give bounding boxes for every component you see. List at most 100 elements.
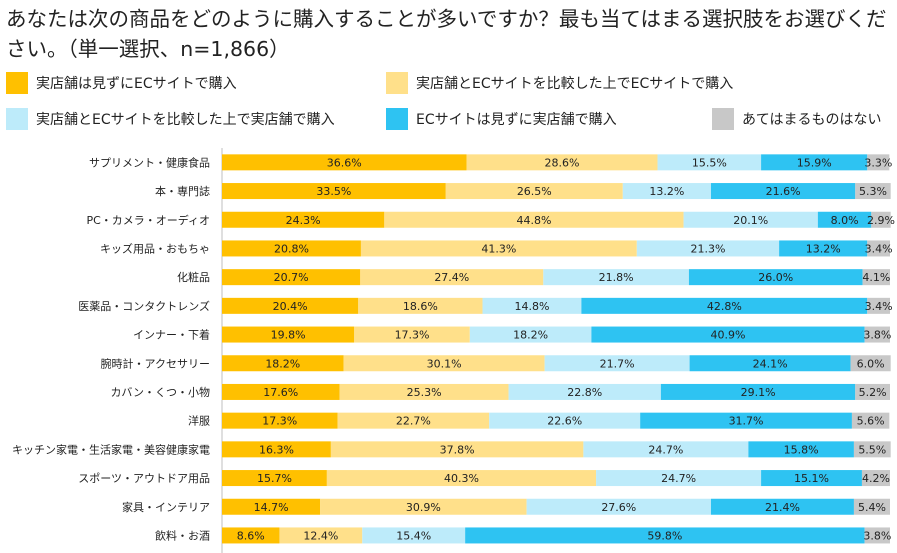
data-label: 19.8%	[271, 329, 306, 342]
bar-segment	[543, 269, 689, 286]
bar-segment	[867, 154, 890, 171]
data-label: 24.1%	[753, 357, 788, 370]
bar-segment	[465, 527, 865, 544]
data-label: 42.8%	[707, 300, 742, 313]
data-label: 15.1%	[794, 472, 829, 485]
bar-segment	[761, 154, 868, 171]
bar-segment	[222, 412, 338, 429]
bar-segment	[660, 383, 856, 400]
category-label: 飲料・お酒	[155, 528, 210, 542]
data-label: 26.5%	[517, 185, 552, 198]
data-label: 8.0%	[831, 214, 859, 227]
bar-segment	[689, 355, 851, 372]
legend-label: 実店舗は見ずにECサイトで購入	[36, 76, 237, 92]
category-label: 洋服	[188, 414, 210, 428]
data-label: 3.3%	[864, 156, 892, 169]
legend-label: ECサイトは見ずに実店舗で購入	[416, 112, 617, 128]
bar-segment	[640, 412, 852, 429]
bar-segment	[222, 470, 327, 487]
bar-segment	[622, 183, 711, 200]
bar-segment	[466, 154, 658, 171]
bar-segment	[222, 240, 361, 257]
data-label: 40.3%	[444, 472, 479, 485]
data-label: 14.7%	[254, 501, 289, 514]
bar-segment	[636, 240, 780, 257]
bar-segment	[222, 269, 361, 286]
bar-segment	[862, 269, 890, 286]
bar-segment	[867, 297, 890, 314]
bar-segment	[222, 154, 467, 171]
bar-segment	[362, 527, 466, 544]
data-label: 3.4%	[865, 300, 893, 313]
bar-segment	[853, 441, 891, 458]
data-label: 28.6%	[545, 156, 580, 169]
bar-segment	[867, 240, 890, 257]
data-label: 24.7%	[661, 472, 696, 485]
bar-segment	[337, 412, 490, 429]
legend-item-compare-ec: 実店舗とECサイトを比較した上でECサイトで購入	[386, 72, 733, 94]
data-label: 27.6%	[601, 501, 636, 514]
bar-segment	[279, 527, 363, 544]
data-label: 31.7%	[729, 415, 764, 428]
bar-segment	[871, 211, 891, 228]
data-label: 26.0%	[758, 271, 793, 284]
data-label: 5.5%	[858, 443, 886, 456]
data-label: 59.8%	[647, 529, 682, 542]
bar-segment	[851, 412, 890, 429]
data-label: 40.9%	[711, 329, 746, 342]
bar-segment	[469, 326, 592, 343]
data-label: 21.7%	[600, 357, 635, 370]
data-label: 24.3%	[286, 214, 321, 227]
category-label: 化粧品	[177, 270, 210, 284]
bar-segment	[779, 240, 868, 257]
category-label: 本・専門誌	[155, 184, 210, 198]
bar-segment	[864, 527, 890, 544]
bar-segment	[330, 441, 584, 458]
bar-segment	[657, 154, 762, 171]
bar-segment	[850, 355, 891, 372]
legend-label: あてはまるものはない	[742, 112, 882, 128]
data-label: 17.3%	[395, 329, 430, 342]
data-label: 15.4%	[396, 529, 431, 542]
bar-segment	[855, 383, 890, 400]
data-label: 21.6%	[766, 185, 801, 198]
data-label: 15.8%	[784, 443, 819, 456]
data-label: 33.5%	[316, 185, 351, 198]
bar-segment	[710, 183, 856, 200]
bar-segment	[591, 326, 865, 343]
data-label: 20.7%	[274, 271, 309, 284]
bar-segment	[358, 297, 483, 314]
bar-segment	[222, 441, 331, 458]
legend-swatch	[6, 72, 28, 94]
category-label: 医薬品・コンタクトレンズ	[78, 299, 210, 313]
data-label: 4.2%	[862, 472, 890, 485]
bar-segment	[861, 470, 890, 487]
data-label: 36.6%	[327, 156, 362, 169]
bar-segment	[222, 297, 359, 314]
data-label: 44.8%	[516, 214, 551, 227]
category-label: PC・カメラ・オーディオ	[86, 213, 210, 227]
data-label: 15.9%	[797, 156, 832, 169]
data-label: 37.8%	[440, 443, 475, 456]
data-label: 12.4%	[303, 529, 338, 542]
data-label: 13.2%	[806, 242, 841, 255]
legend-swatch	[386, 108, 408, 130]
data-label: 18.2%	[513, 329, 548, 342]
bar-segment	[360, 240, 637, 257]
bar-segment	[761, 470, 862, 487]
data-label: 5.3%	[859, 185, 887, 198]
data-label: 30.9%	[406, 501, 441, 514]
legend-label: 実店舗とECサイトを比較した上で実店舗で購入	[36, 112, 335, 128]
bar-segment	[320, 498, 527, 515]
bar-segment	[222, 498, 321, 515]
data-label: 14.8%	[514, 300, 549, 313]
data-label: 29.1%	[741, 386, 776, 399]
bar-segment	[222, 326, 355, 343]
data-label: 5.6%	[857, 415, 885, 428]
data-label: 24.7%	[648, 443, 683, 456]
data-label: 17.3%	[262, 415, 297, 428]
data-label: 15.7%	[257, 472, 292, 485]
data-label: 18.2%	[265, 357, 300, 370]
data-label: 21.8%	[599, 271, 634, 284]
bar-segment	[222, 383, 340, 400]
